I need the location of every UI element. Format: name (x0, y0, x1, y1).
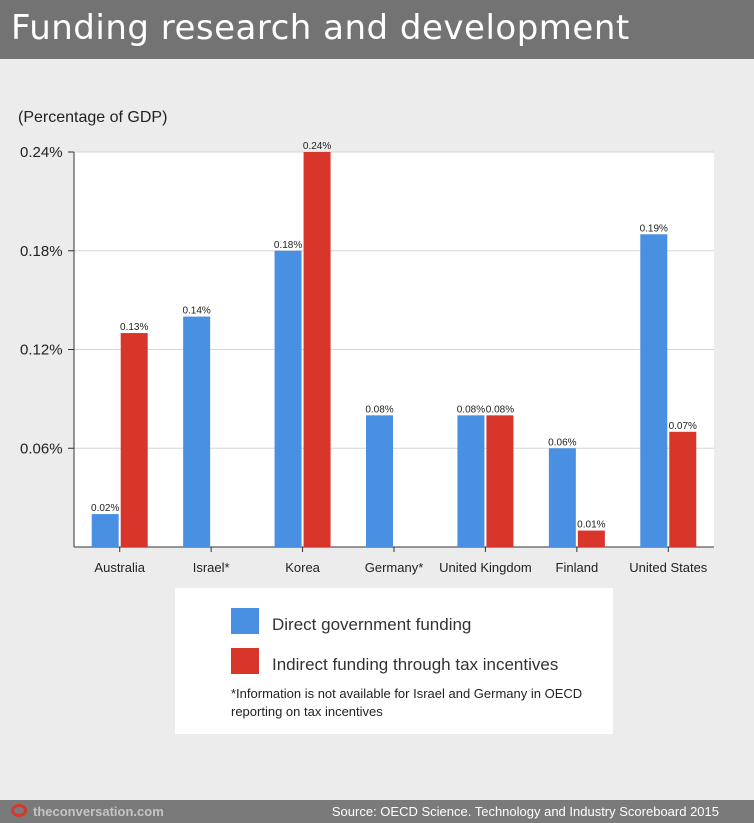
x-tick-label: Germany* (365, 560, 424, 575)
x-tick-label: United States (629, 560, 708, 575)
bar-direct (457, 415, 485, 547)
y-axis-label: (Percentage of GDP) (18, 109, 168, 126)
page-title: Funding research and development (11, 8, 630, 48)
data-label: 0.08% (365, 404, 393, 415)
data-label: 0.06% (548, 437, 576, 448)
legend-label-indirect: Indirect funding through tax incentives (272, 655, 559, 674)
bar-indirect (303, 152, 331, 547)
bar-indirect (486, 415, 514, 547)
bar-direct (274, 250, 302, 547)
footer-bar: theconversation.com Source: OECD Science… (0, 800, 754, 823)
legend-footnote: *Information is not available for Israel… (231, 686, 583, 719)
source-credit: Source: OECD Science. Technology and Ind… (331, 804, 719, 819)
legend-swatch-direct (231, 608, 259, 634)
legend: Direct government funding Indirect fundi… (175, 588, 613, 734)
x-tick-label: United Kingdom (439, 560, 532, 575)
bar-direct (366, 415, 393, 547)
data-label: 0.19% (640, 223, 668, 234)
data-label: 0.13% (120, 322, 148, 333)
data-label: 0.02% (91, 503, 119, 514)
y-tick-label: 0.24% (20, 144, 63, 161)
data-label: 0.01% (577, 520, 605, 531)
bar-direct (91, 514, 119, 547)
bar-indirect (577, 530, 605, 547)
x-tick-label: Korea (285, 560, 320, 575)
bar-indirect (669, 431, 697, 547)
bar-direct (548, 448, 576, 547)
data-label: 0.08% (457, 404, 485, 415)
x-tick-label: Finland (556, 560, 599, 575)
site-logo-text[interactable]: theconversation.com (33, 804, 164, 819)
legend-swatch-indirect (231, 648, 259, 674)
data-label: 0.24% (303, 141, 331, 152)
y-tick-label: 0.18% (20, 243, 63, 260)
data-label: 0.08% (486, 404, 514, 415)
bar-direct (640, 234, 668, 547)
data-label: 0.18% (274, 240, 302, 251)
data-label: 0.07% (669, 421, 697, 432)
header-bar: Funding research and development (0, 0, 754, 59)
legend-label-direct: Direct government funding (272, 615, 472, 634)
bar-indirect (120, 333, 148, 547)
x-tick-label: Australia (94, 560, 145, 575)
x-tick-label: Israel* (193, 560, 230, 575)
data-label: 0.14% (182, 306, 210, 317)
speech-bubble-logo-icon (11, 804, 27, 817)
y-tick-label: 0.12% (20, 342, 63, 359)
bar-direct (183, 316, 211, 547)
bar-chart: 0.06% 0.12% 0.18% 0.24% Australia 0.02% 0.13% I… (20, 141, 714, 575)
y-tick-label: 0.06% (20, 440, 63, 457)
